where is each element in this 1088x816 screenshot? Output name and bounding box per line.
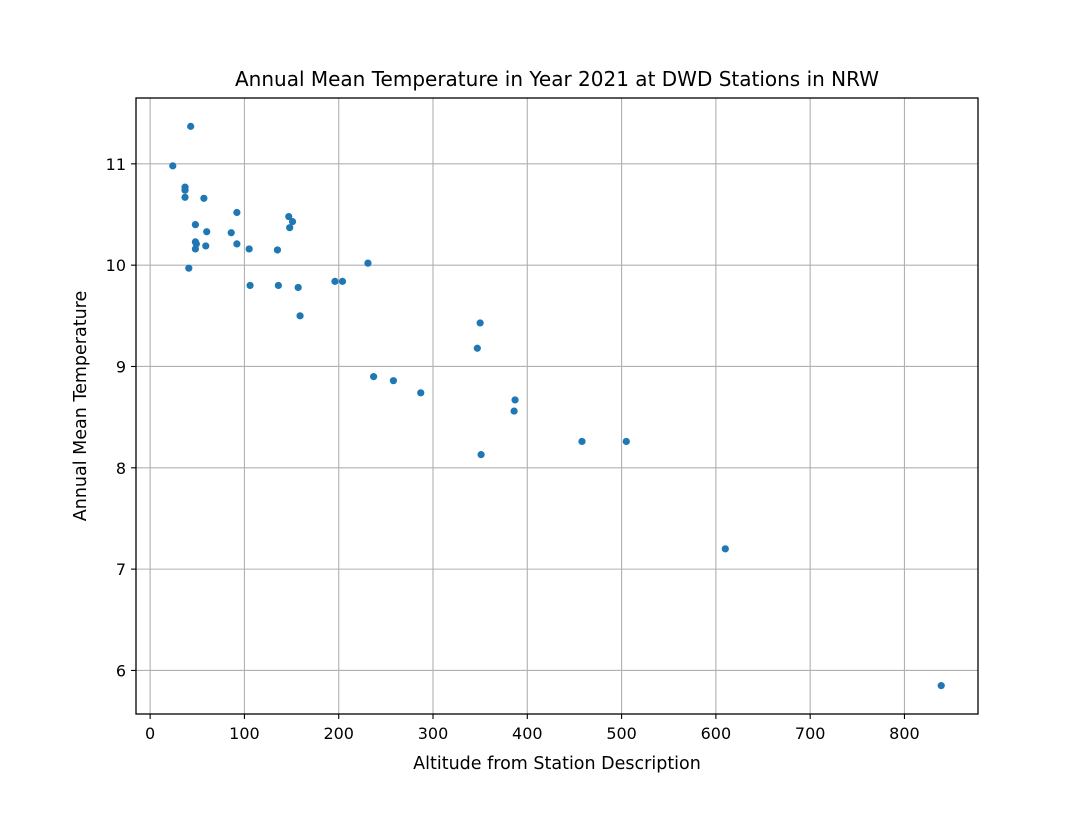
data-point [296, 312, 304, 320]
data-points [169, 122, 945, 690]
data-point [477, 451, 485, 459]
x-tick-label: 400 [512, 724, 543, 743]
data-point [511, 396, 519, 404]
data-point [200, 194, 208, 202]
data-point [185, 264, 193, 272]
data-point [227, 229, 235, 237]
grid [136, 98, 978, 714]
data-point [233, 208, 241, 217]
data-point [274, 281, 282, 290]
x-tick-label: 700 [795, 724, 826, 743]
x-tick-label: 200 [323, 724, 354, 743]
data-point [288, 218, 297, 226]
y-axis-label: Annual Mean Temperature [71, 291, 91, 522]
x-tick-label: 600 [701, 724, 732, 743]
data-point [286, 224, 294, 232]
data-point [246, 281, 254, 290]
y-tick-label: 6 [116, 661, 126, 680]
data-point [370, 373, 378, 381]
data-point [191, 221, 200, 229]
data-point [417, 389, 425, 397]
x-tick-label: 100 [229, 724, 260, 743]
data-point [622, 437, 630, 446]
x-axis-label: Altitude from Station Description [413, 754, 701, 774]
data-point [937, 682, 945, 690]
data-point [578, 437, 586, 446]
y-tick-label: 7 [116, 560, 126, 579]
data-point [721, 545, 729, 553]
x-tick-label: 0 [145, 724, 155, 743]
data-point [285, 212, 293, 221]
data-point [181, 193, 189, 201]
y-tick-label: 10 [106, 256, 126, 275]
data-point [245, 245, 253, 253]
y-tick-label: 8 [116, 459, 126, 478]
plot-frame [135, 97, 979, 715]
x-tick-label: 500 [606, 724, 637, 743]
x-tick-label: 300 [418, 724, 449, 743]
data-point [473, 344, 481, 352]
data-point [273, 246, 282, 254]
data-point [331, 277, 339, 285]
data-point [187, 122, 195, 130]
data-point [203, 228, 211, 236]
data-point [169, 162, 177, 170]
data-point [476, 319, 484, 327]
data-point [233, 240, 241, 248]
axis-ticks: 0 100 200 300 400 500 600 700 800 6 7 8 9 10 11 [106, 155, 920, 743]
data-point [181, 186, 189, 194]
y-tick-label: 11 [106, 155, 126, 174]
x-tick-label: 800 [889, 724, 920, 743]
chart-title: Annual Mean Temperature in Year 2021 at … [235, 67, 879, 91]
data-point [294, 283, 302, 292]
data-point [389, 377, 398, 385]
y-tick-label: 9 [116, 357, 126, 376]
data-point [191, 245, 200, 253]
data-point [202, 242, 210, 250]
data-point [364, 259, 372, 267]
data-point [338, 277, 347, 285]
data-point [510, 407, 518, 415]
